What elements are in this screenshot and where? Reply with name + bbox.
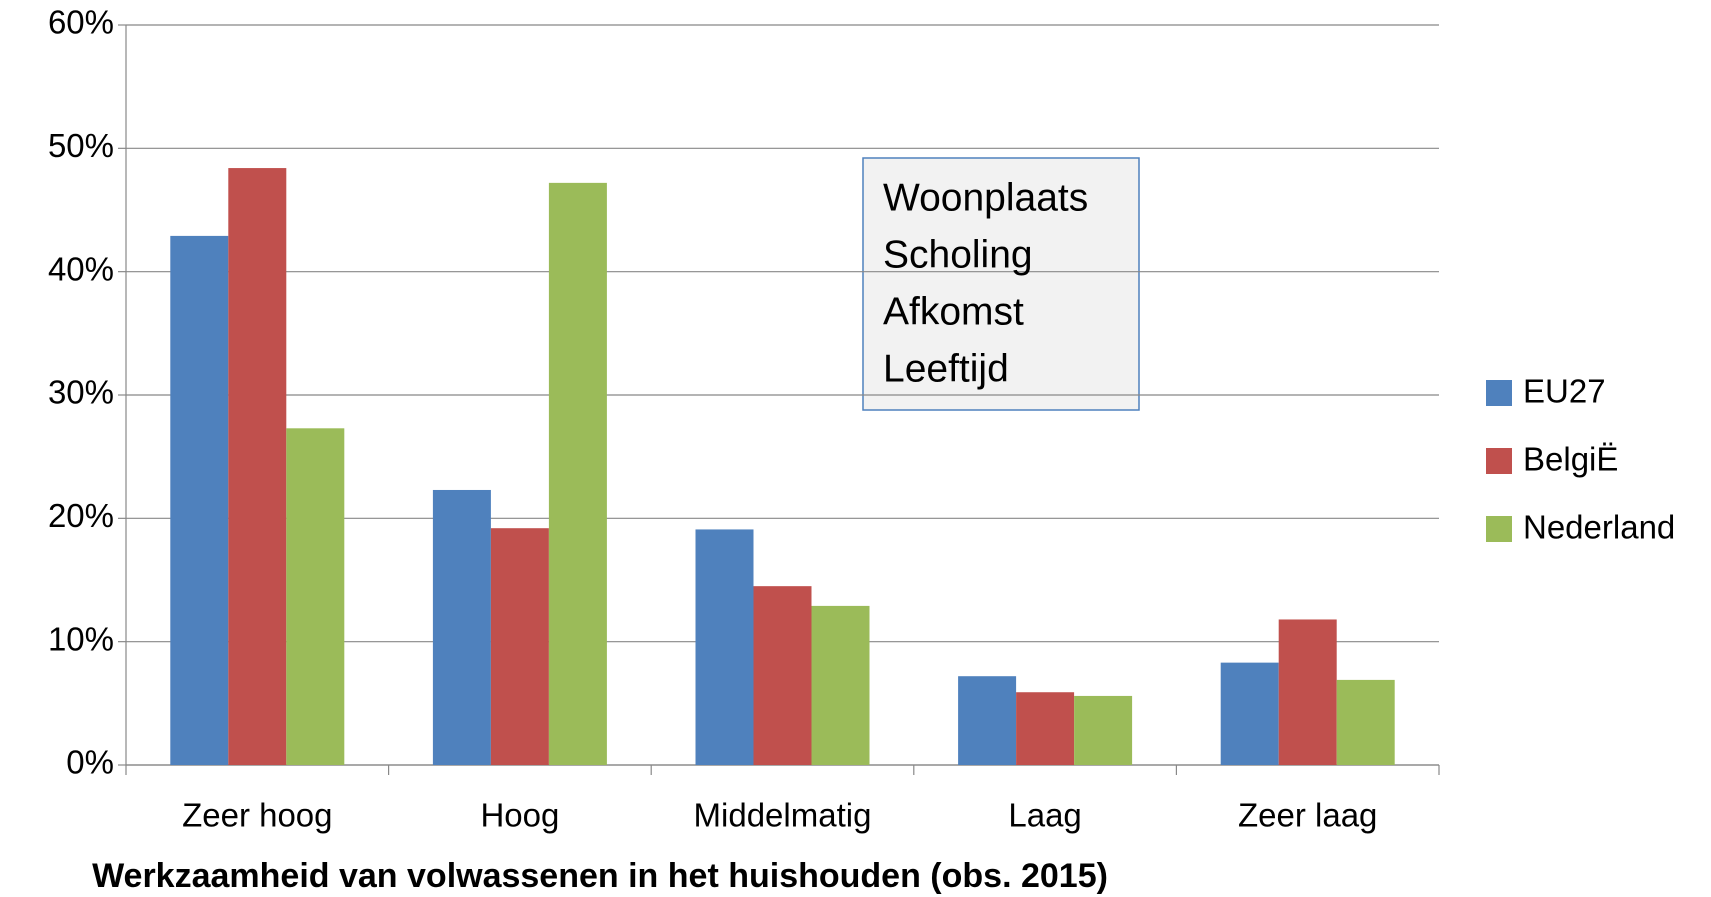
- x-tick-label: Zeer hoog: [182, 797, 332, 834]
- x-axis-title: Werkzaamheid van volwassenen in het huis…: [92, 857, 1108, 895]
- annotation-line: Woonplaats: [883, 176, 1088, 219]
- bar: [695, 529, 754, 765]
- y-tick-label: 60%: [48, 4, 114, 41]
- legend-swatch: [1486, 380, 1512, 406]
- legend-swatch: [1486, 516, 1512, 542]
- x-tick-label: Zeer laag: [1238, 797, 1377, 834]
- annotation-line: Afkomst: [883, 290, 1024, 333]
- bar: [1016, 692, 1075, 765]
- annotation-box: [862, 157, 1140, 411]
- bar: [1336, 679, 1395, 765]
- x-tick-label: Hoog: [480, 797, 559, 834]
- bar: [432, 489, 491, 765]
- legend-label: EU27: [1523, 373, 1606, 410]
- legend-label: BelgiË: [1523, 441, 1618, 478]
- y-tick-label: 50%: [48, 127, 114, 164]
- bar: [286, 428, 345, 765]
- bar: [753, 586, 812, 765]
- legend-swatch: [1486, 448, 1512, 474]
- bar: [958, 676, 1017, 765]
- y-tick-label: 0%: [66, 744, 114, 781]
- bar: [548, 182, 607, 765]
- bar: [490, 528, 549, 765]
- y-tick-label: 10%: [48, 620, 114, 657]
- bar: [228, 168, 287, 766]
- bar: [811, 605, 870, 765]
- y-tick-label: 20%: [48, 497, 114, 534]
- bar: [170, 235, 229, 765]
- annotation-line: Leeftijd: [883, 347, 1009, 390]
- y-tick-label: 40%: [48, 250, 114, 287]
- x-tick-label: Middelmatig: [694, 797, 872, 834]
- annotation-line: Scholing: [883, 233, 1033, 276]
- legend-label: Nederland: [1523, 509, 1675, 546]
- bar: [1278, 619, 1337, 765]
- bar: [1074, 695, 1133, 765]
- y-tick-label: 30%: [48, 374, 114, 411]
- bar: [1220, 662, 1279, 765]
- x-tick-label: Laag: [1008, 797, 1081, 834]
